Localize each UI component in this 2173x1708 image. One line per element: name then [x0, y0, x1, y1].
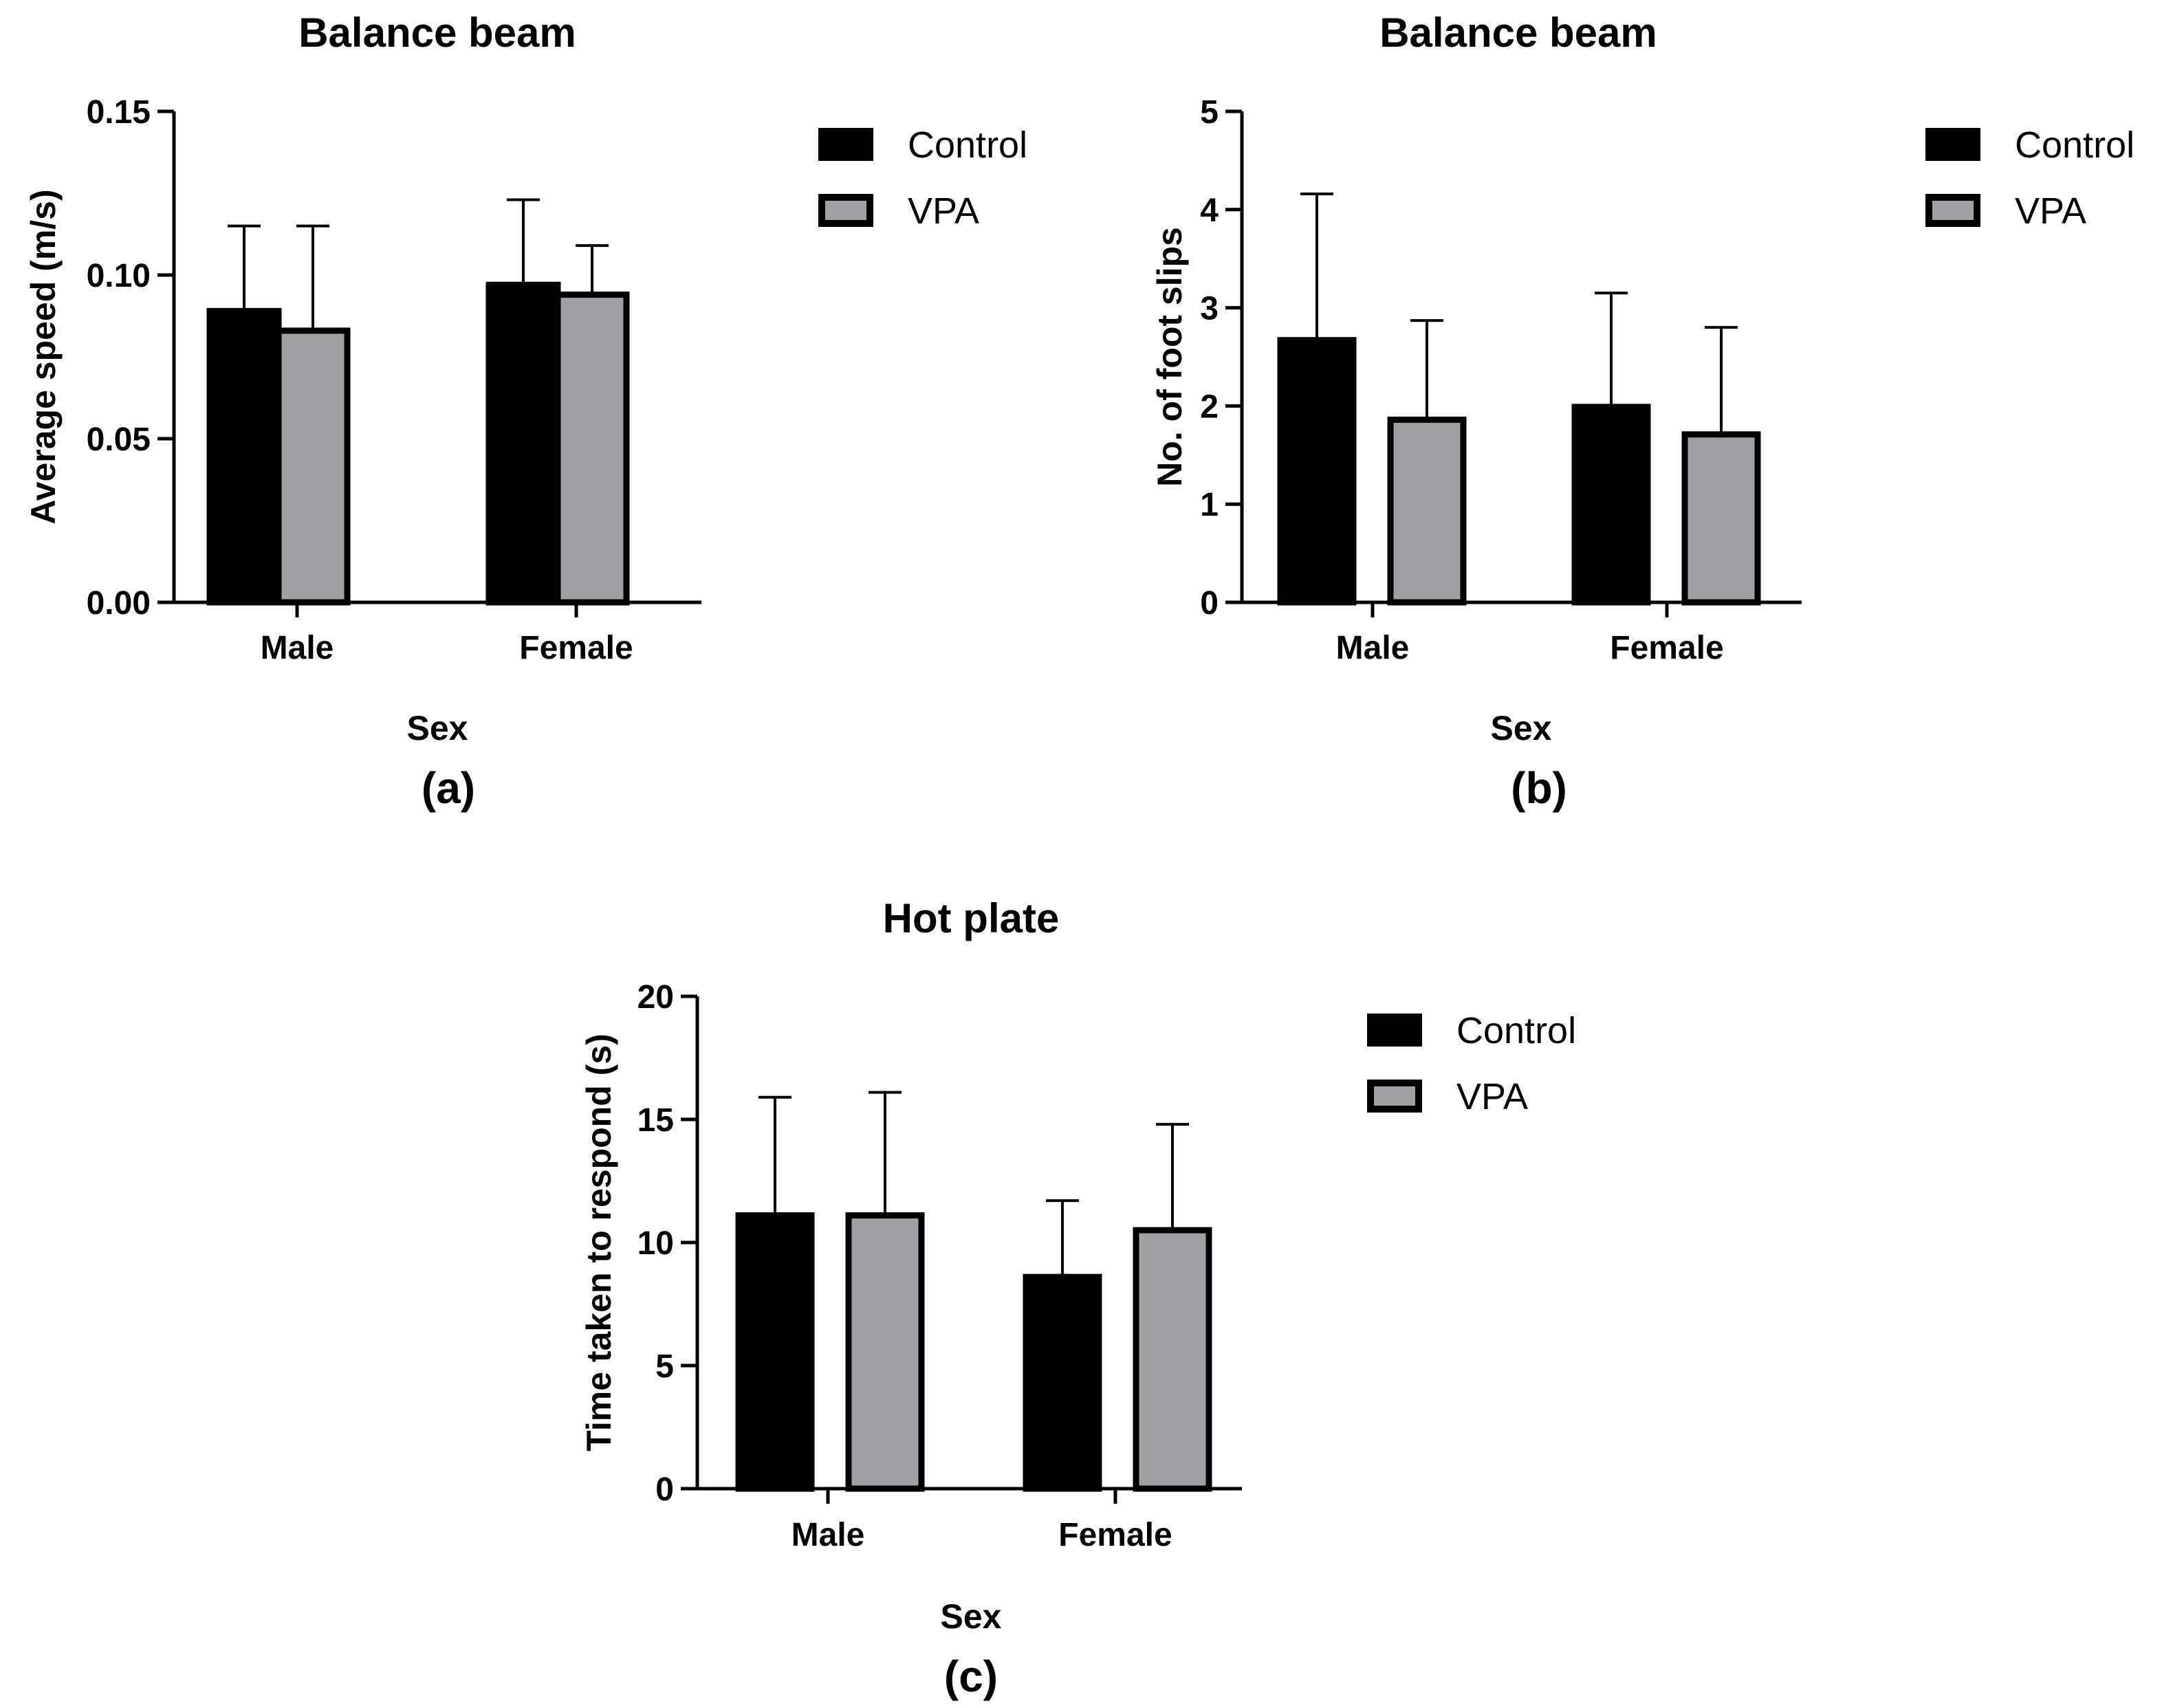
chart-panel-1: Balance beam 0.00 0.05 0.10 0.15 Average spee…: [24, 10, 1027, 813]
y-tick-label: 3: [1200, 291, 1219, 327]
legend-label-vpa: VPA: [2015, 190, 2086, 232]
bar-control-male: [735, 1212, 815, 1492]
bar-vpa-female: [554, 292, 630, 606]
legend-label-vpa: VPA: [908, 190, 979, 232]
x-tick-label: Female: [519, 630, 633, 666]
legend: Control VPA: [1925, 124, 2134, 232]
legend-label-vpa: VPA: [1456, 1076, 1528, 1117]
y-tick-label: 0: [1200, 585, 1219, 622]
legend-swatch-vpa: [1367, 1080, 1422, 1113]
y-tick-label: 0.15: [87, 94, 151, 131]
legend-swatch-vpa: [818, 194, 873, 227]
bar-vpa-female: [1681, 431, 1761, 606]
legend-label-control: Control: [908, 124, 1027, 166]
legend-swatch-control: [818, 128, 873, 161]
y-tick-label: 2: [1200, 388, 1219, 425]
bar-control-male: [1277, 337, 1357, 606]
legend: Control VPA: [818, 124, 1027, 232]
x-axis-label: Sex: [941, 1597, 1002, 1636]
chart-panel-3: Hot plate 0 5 10 15 20 Time taken to respond (…: [580, 895, 1576, 1701]
y-tick-label: 1: [1200, 487, 1219, 523]
x-tick-label: Male: [261, 630, 334, 666]
legend-label-control: Control: [1456, 1010, 1576, 1051]
y-tick-label: 0.10: [87, 258, 151, 294]
x-tick-label: Male: [791, 1517, 865, 1553]
bar-vpa-male: [275, 327, 351, 606]
y-tick-label: 5: [1200, 94, 1219, 131]
y-axis-label: Time taken to respond (s): [580, 1033, 618, 1452]
bar-control-female: [1571, 404, 1651, 606]
legend-label-control: Control: [2015, 124, 2134, 166]
x-tick-label: Male: [1336, 630, 1410, 666]
legend-swatch-vpa: [1925, 194, 1980, 227]
panel-label: (c): [944, 1652, 998, 1701]
y-tick-label: 15: [637, 1102, 674, 1139]
y-tick-label: 4: [1200, 193, 1219, 229]
x-tick-label: Female: [1058, 1517, 1172, 1553]
bar-vpa-male: [1387, 416, 1467, 606]
y-tick-label: 20: [637, 979, 674, 1016]
panel-label: (a): [422, 763, 475, 813]
chart-title: Balance beam: [1379, 10, 1657, 56]
y-tick-label: 5: [655, 1348, 674, 1385]
legend: Control VPA: [1367, 1010, 1576, 1117]
bar-control-male: [206, 307, 282, 606]
x-axis-label: Sex: [1491, 709, 1552, 747]
bar-control-female: [1023, 1273, 1102, 1492]
y-tick-label: 0.05: [87, 421, 151, 458]
panel-label: (b): [1511, 763, 1567, 813]
bar-vpa-female: [1133, 1227, 1212, 1492]
y-tick-label: 0.00: [87, 585, 151, 622]
bar-control-female: [485, 281, 561, 606]
chart-title: Hot plate: [883, 895, 1060, 941]
y-axis-label: No. of foot slips: [1150, 227, 1189, 487]
bar-vpa-male: [845, 1212, 925, 1492]
y-tick-label: 10: [637, 1225, 674, 1262]
chart-panel-2: Balance beam 0 1 2 3 4 5 No. of foot slips Male F…: [1150, 10, 2134, 813]
chart-title: Balance beam: [298, 10, 576, 56]
y-axis-label: Average speed (m/s): [24, 189, 63, 524]
y-tick-label: 0: [655, 1471, 674, 1508]
legend-swatch-control: [1367, 1014, 1422, 1047]
x-axis-label: Sex: [407, 709, 468, 747]
legend-swatch-control: [1925, 128, 1980, 161]
x-tick-label: Female: [1610, 630, 1723, 666]
